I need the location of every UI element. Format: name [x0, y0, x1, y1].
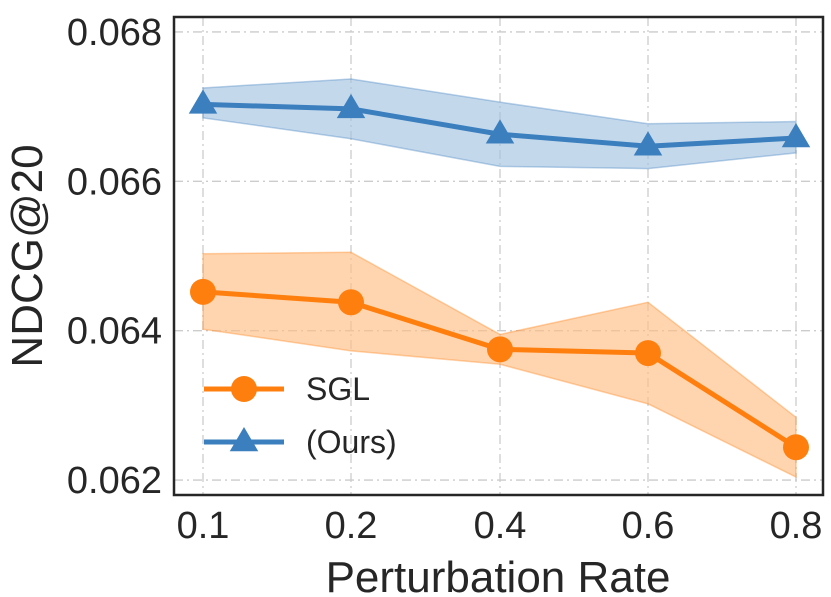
x-axis-label: Perturbation Rate — [326, 553, 671, 597]
y-tick-label: 0.068 — [67, 12, 162, 54]
x-tick-label: 0.4 — [474, 505, 527, 547]
y-tick-labels: 0.062 0.064 0.066 0.068 — [67, 12, 162, 502]
sgl-point — [190, 278, 216, 305]
legend-sgl-marker — [231, 376, 257, 402]
series-markers — [188, 89, 811, 461]
ours-point — [188, 89, 218, 114]
y-tick-label: 0.064 — [67, 311, 162, 353]
plot-frame — [172, 15, 825, 497]
legend-sgl-label: SGL — [306, 371, 370, 407]
y-axis-label: NDCG@20 — [3, 144, 52, 367]
sgl-point — [487, 336, 513, 363]
legend-ours-label: (Ours) — [306, 424, 397, 460]
sgl-point — [338, 289, 364, 316]
sgl-point — [783, 434, 809, 461]
x-tick-label: 0.1 — [177, 505, 230, 547]
sgl-point — [635, 340, 661, 367]
y-tick-label: 0.062 — [67, 460, 162, 502]
x-tick-label: 0.8 — [770, 505, 823, 547]
ours-point — [781, 122, 811, 148]
legend-ours-marker — [229, 427, 259, 452]
ours-point — [485, 119, 515, 144]
x-tick-labels: 0.1 0.2 0.4 0.6 0.8 — [177, 505, 823, 547]
ours-point — [336, 93, 366, 119]
legend: SGL (Ours) — [204, 371, 397, 460]
y-tick-label: 0.066 — [67, 161, 162, 203]
x-tick-label: 0.6 — [622, 505, 675, 547]
x-tick-label: 0.2 — [325, 505, 378, 547]
ours-point — [633, 131, 663, 156]
